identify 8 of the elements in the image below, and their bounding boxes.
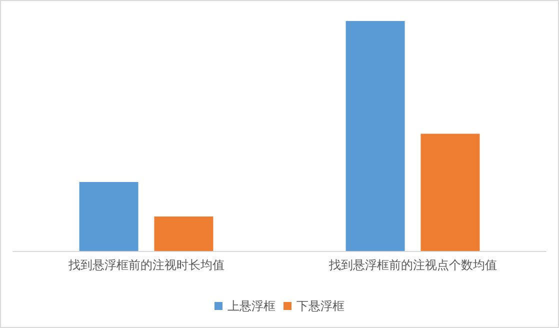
bar xyxy=(346,21,405,251)
legend-label: 下悬浮框 xyxy=(296,299,344,313)
x-tick-label: 找到悬浮框前的注视点个数均值 xyxy=(328,258,497,272)
bar xyxy=(154,216,214,251)
bar xyxy=(79,182,138,251)
bar xyxy=(420,134,480,251)
x-tick-label: 找到悬浮框前的注视时长均值 xyxy=(67,258,224,272)
legend-label: 上悬浮框 xyxy=(228,299,276,313)
